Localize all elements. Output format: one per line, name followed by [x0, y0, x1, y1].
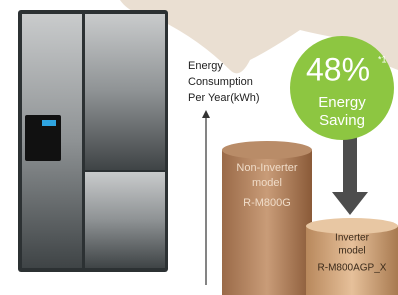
badge-note: *1	[378, 54, 387, 64]
infographic: Energy Consumption Per Year(kWh) Non-Inv…	[0, 0, 398, 295]
axis-label: Energy Consumption Per Year(kWh)	[188, 60, 260, 104]
refrigerator	[18, 10, 168, 272]
axis-label-line: Energy	[188, 60, 223, 72]
axis-label-line: Per Year(kWh)	[188, 92, 260, 104]
axis-label-line: Consumption	[188, 76, 253, 88]
cylinder-label: model	[338, 246, 365, 257]
axis-arrow	[202, 110, 210, 118]
saving-badge: 48% *1 Energy Saving	[290, 36, 394, 140]
badge-value: 48%	[306, 51, 370, 87]
cylinder-label: Inverter	[335, 233, 370, 244]
cylinder-label: model	[252, 177, 282, 189]
cylinder-label: R-M800AGP_X	[318, 263, 387, 274]
cylinder-label: R-M800G	[243, 197, 291, 209]
badge-text: Saving	[319, 112, 365, 129]
non-inverter-cylinder: Non-Inverter model R-M800G	[222, 141, 312, 295]
cylinder-label: Non-Inverter	[236, 162, 297, 174]
inverter-cylinder: Inverter model R-M800AGP_X	[306, 218, 398, 295]
down-arrow	[332, 130, 368, 215]
badge-text: Energy	[318, 94, 366, 111]
